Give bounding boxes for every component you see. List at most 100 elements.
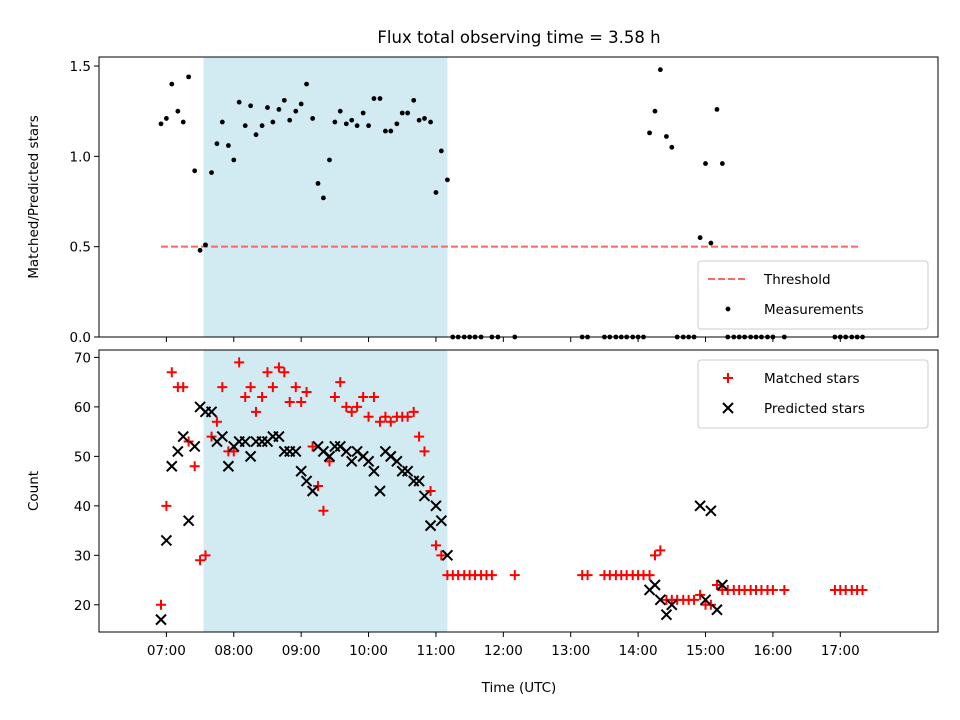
measurements-point xyxy=(327,157,332,163)
top-y-tick-label: 1.5 xyxy=(70,59,91,75)
x-tick-label: 14:00 xyxy=(619,643,658,659)
predicted-stars-point xyxy=(705,505,717,517)
predicted-stars-point xyxy=(155,613,167,626)
measurements-point xyxy=(214,141,220,147)
legend-label: Matched stars xyxy=(764,371,860,387)
matched-stars-point xyxy=(318,505,329,516)
matched-stars-point xyxy=(313,481,324,492)
matched-stars-point xyxy=(430,540,441,551)
bottom-panel: 20 30 40 50 60 70 07:00 08:00 09:00 10:00 11:00 12:… xyxy=(26,349,939,659)
x-tick-label: 12:00 xyxy=(484,643,523,659)
matched-stars-point xyxy=(582,570,593,581)
matched-stars-point xyxy=(655,545,666,556)
measurements-point xyxy=(219,119,225,125)
measurements-point xyxy=(287,117,293,123)
x-tick-label: 17:00 xyxy=(821,643,860,659)
matched-stars-point xyxy=(155,599,166,610)
matched-stars-point xyxy=(419,446,430,457)
measurements-point xyxy=(394,121,400,127)
bottom-y-tick-label: 70 xyxy=(74,350,91,366)
matched-stars-point xyxy=(240,392,251,402)
top-y-tick-label: 0.0 xyxy=(70,330,91,346)
predicted-stars-point xyxy=(290,445,302,458)
measurements-point xyxy=(298,101,304,107)
predicted-stars-point xyxy=(244,450,257,463)
matched-stars-point xyxy=(368,392,379,402)
matched-stars-point xyxy=(779,584,790,595)
measurements-point xyxy=(438,148,444,154)
bottom-y-tick-label: 20 xyxy=(74,598,91,614)
measurements-point xyxy=(354,123,360,129)
top-y-axis-label: Matched/Predicted stars xyxy=(26,115,42,278)
top-legend: Threshold Measurements xyxy=(697,260,929,330)
predicted-stars-point xyxy=(340,445,353,458)
matched-stars-point xyxy=(341,401,352,412)
measurements-point xyxy=(332,119,338,125)
predicted-stars-point xyxy=(160,534,173,547)
measurements-point xyxy=(697,235,703,241)
measurements-point xyxy=(175,108,181,114)
legend-box xyxy=(697,359,929,429)
predicted-stars-point xyxy=(401,465,414,477)
predicted-stars-point xyxy=(295,465,307,477)
measurements-point xyxy=(276,106,282,112)
matched-stars-point xyxy=(307,441,318,452)
top-y-tick-label: 0.5 xyxy=(70,240,91,256)
predicted-stars-point xyxy=(273,430,285,443)
measurements-point xyxy=(399,110,405,116)
matched-stars-point xyxy=(273,362,284,373)
predicted-stars-point xyxy=(368,465,380,477)
measurements-point xyxy=(349,117,355,123)
measurements-point xyxy=(192,168,198,174)
measurements-point xyxy=(248,103,254,109)
matched-stars-point xyxy=(358,392,369,402)
legend-label: Measurements xyxy=(764,302,864,318)
measurements-point xyxy=(388,128,394,134)
matched-stars-point xyxy=(425,486,436,496)
measurements-point xyxy=(411,97,417,103)
predicted-stars-point xyxy=(711,604,723,616)
predicted-stars-point xyxy=(374,485,386,497)
matched-stars-point xyxy=(711,580,722,590)
matched-stars-point xyxy=(324,456,335,467)
measurements-point xyxy=(242,123,248,129)
measurements-point xyxy=(186,74,192,80)
matched-stars-point xyxy=(245,382,256,393)
matched-stars-point xyxy=(211,416,222,427)
matched-stars-point xyxy=(509,570,520,581)
matched-stars-point xyxy=(251,406,262,417)
bottom-shaded-interval xyxy=(203,350,448,632)
legend-swatch xyxy=(725,306,731,312)
x-tick-label: 15:00 xyxy=(686,643,725,659)
matched-stars-point xyxy=(644,570,655,581)
measurements-point xyxy=(293,108,299,114)
predicted-stars-point xyxy=(424,519,437,532)
measurements-point xyxy=(197,247,203,253)
matched-stars-point xyxy=(290,382,301,393)
matched-stars-point xyxy=(262,367,273,378)
chart-title: Flux total observing time = 3.58 h xyxy=(377,28,660,47)
measurements-point xyxy=(281,97,287,103)
matched-stars-point xyxy=(857,584,868,595)
bottom-y-tick-label: 60 xyxy=(74,400,91,416)
measurements-point xyxy=(428,119,433,125)
matched-stars-point xyxy=(301,387,312,398)
measurements-point xyxy=(304,81,309,87)
measurements-point xyxy=(236,99,242,105)
bottom-y-tick-label: 50 xyxy=(74,449,91,465)
matched-stars-point xyxy=(217,382,228,393)
measurements-point xyxy=(337,108,343,114)
predicted-stars-point xyxy=(441,549,454,562)
measurements-point xyxy=(310,116,316,121)
measurements-point xyxy=(416,117,422,123)
top-y-tick-label: 1.0 xyxy=(70,149,91,165)
measurements-point xyxy=(371,96,377,101)
predicted-stars-point xyxy=(239,435,251,448)
measurements-point xyxy=(180,119,186,125)
legend-label: Threshold xyxy=(763,272,831,288)
matched-stars-point xyxy=(705,599,716,610)
predicted-stars-point xyxy=(346,455,358,468)
predicted-stars-point xyxy=(413,475,425,487)
top-axes-frame xyxy=(98,56,939,338)
predicted-stars-point xyxy=(300,475,313,487)
